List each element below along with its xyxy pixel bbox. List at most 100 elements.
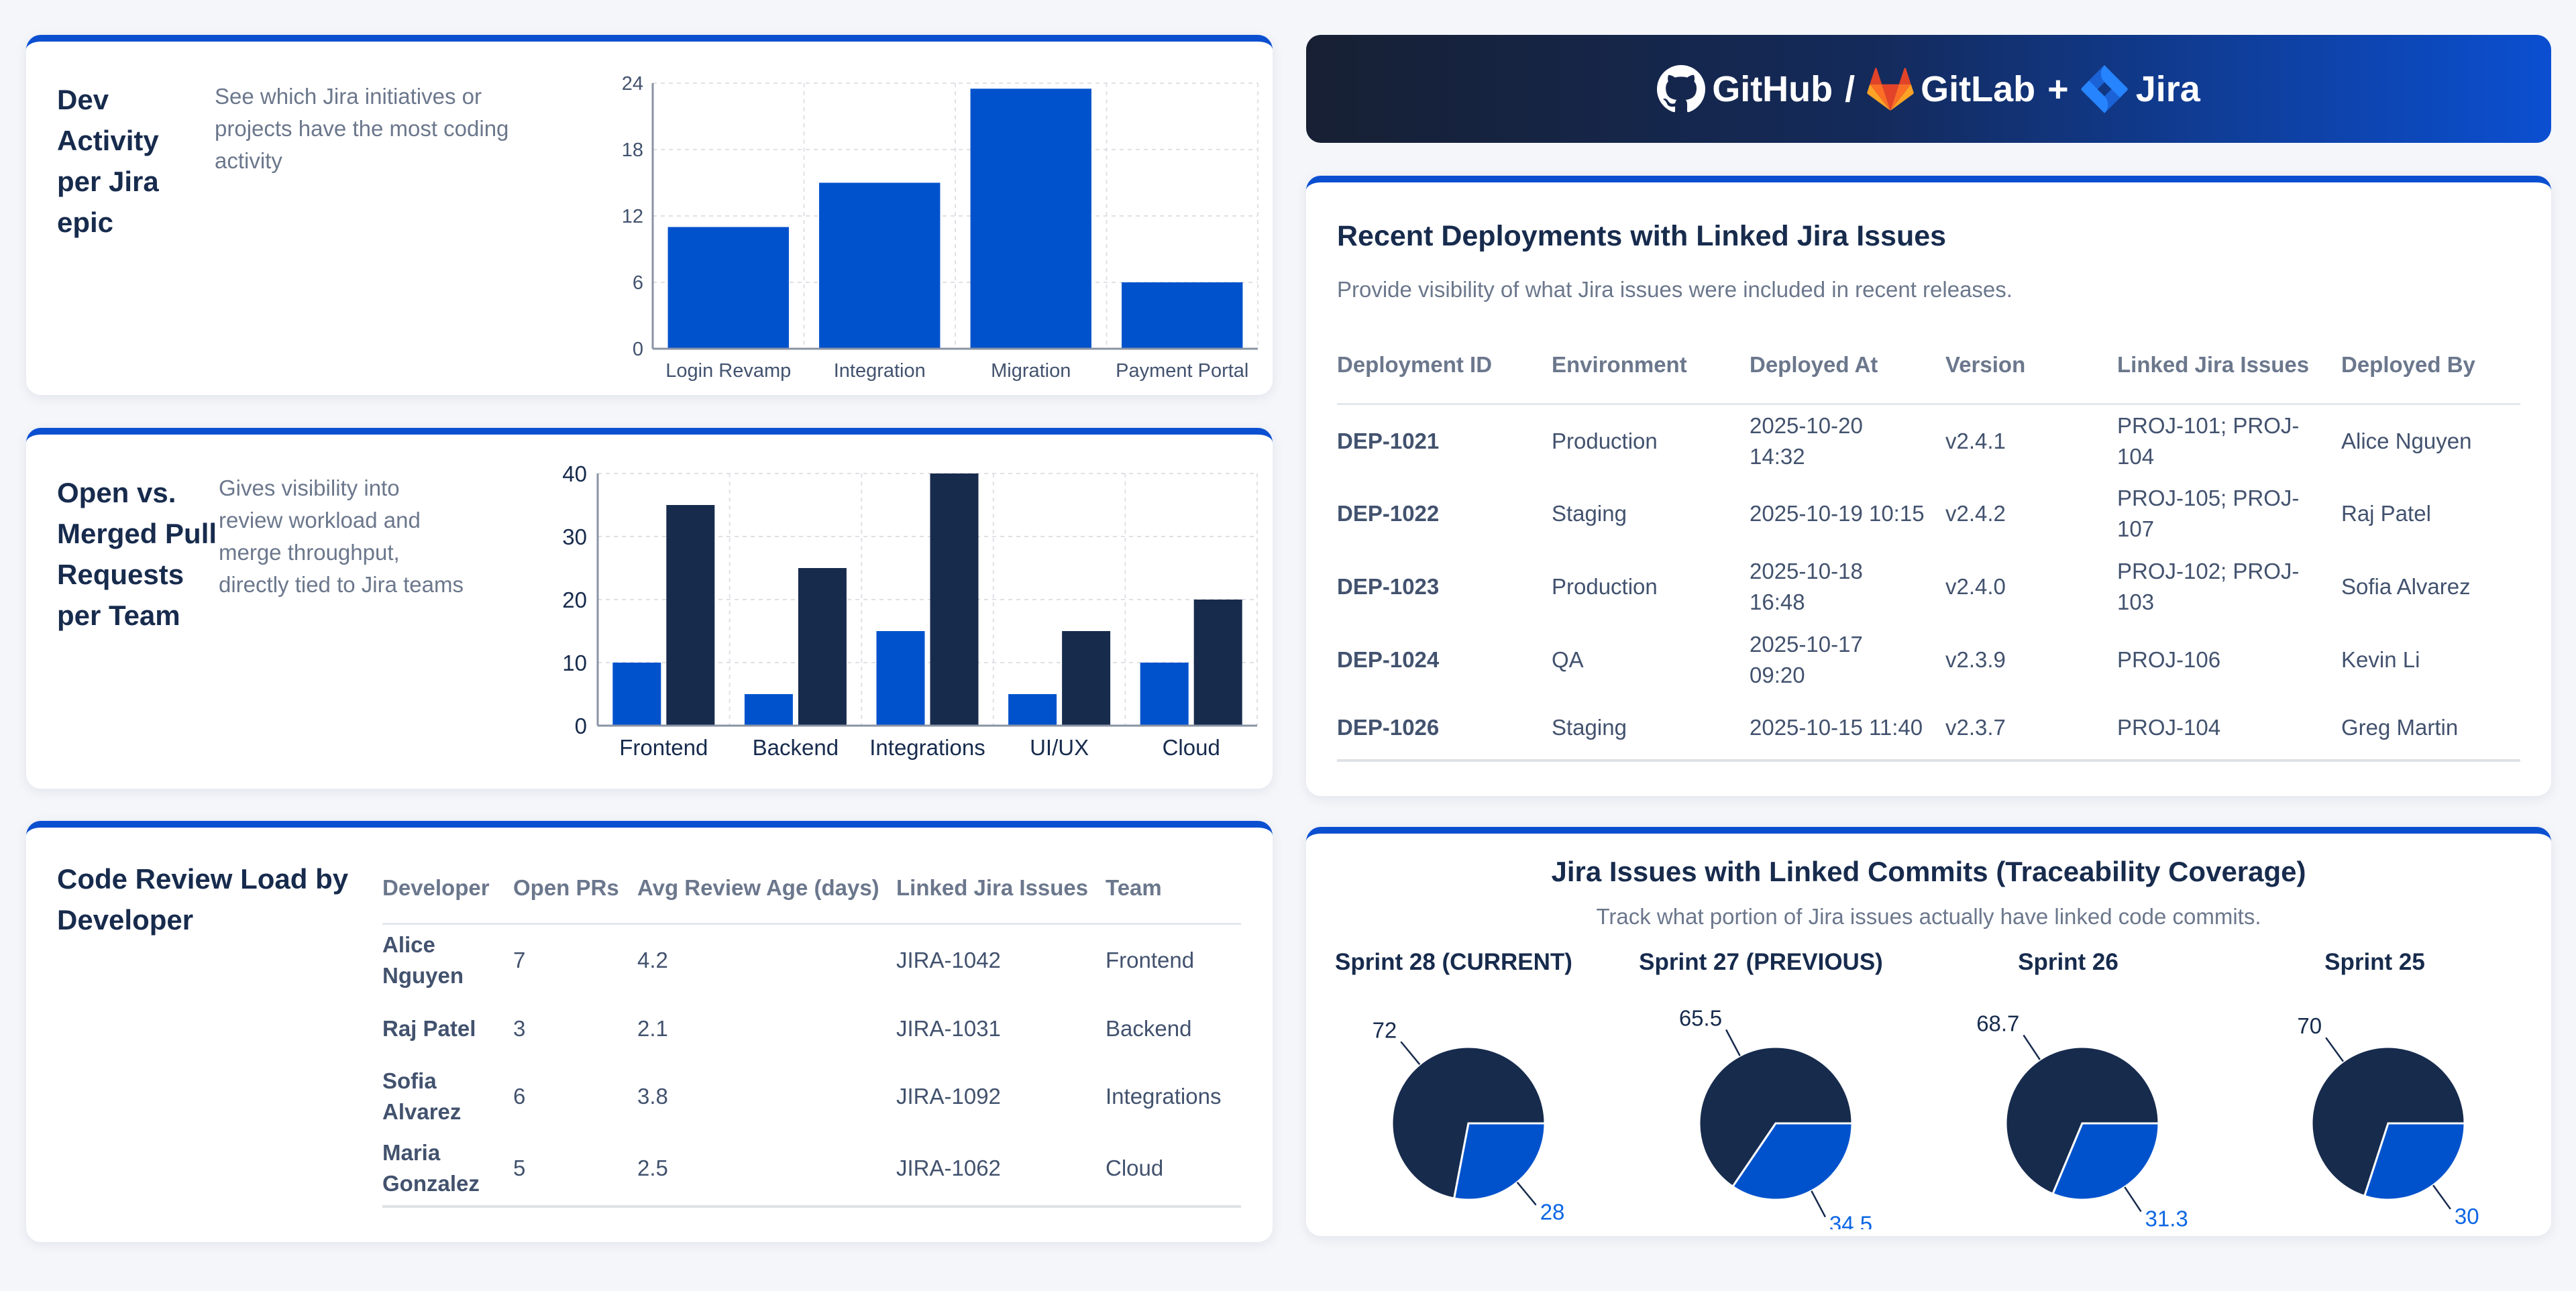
x-tick-label: Cloud [1163, 735, 1220, 760]
linked-jira-link[interactable]: PROJ-105; PROJ-107 [2117, 486, 2300, 541]
deployed-at: 2025-10-17 09:20 [1750, 632, 1863, 687]
pie-value-label: 34.5 [1829, 1212, 1872, 1229]
deployments-title: Recent Deployments with Linked Jira Issu… [1337, 220, 1947, 252]
deployed-at: 2025-10-19 10:15 [1750, 501, 1925, 526]
pie-title: Sprint 28 (CURRENT) [1335, 949, 1572, 975]
jira-issue-link[interactable]: JIRA-1062 [896, 1131, 1106, 1208]
col-linked-issues: Linked Jira Issues [896, 853, 1106, 925]
table-row: DEP-1026 Staging 2025-10-15 11:40 v2.3.7… [1337, 696, 2520, 762]
banner-plus: + [2047, 68, 2069, 109]
pie-value-label: 65.5 [1679, 1005, 1722, 1030]
avg-age: 2.1 [637, 1016, 668, 1041]
pie-value-label: 70 [2297, 1013, 2322, 1038]
pie-slice [2310, 1046, 2466, 1198]
avg-age: 2.5 [637, 1131, 896, 1208]
pie-title: Sprint 26 [2018, 949, 2118, 975]
deployed-by: Sofia Alvarez [2341, 574, 2471, 599]
x-tick-label: Payment Portal [1116, 360, 1248, 381]
linked-jira-link[interactable]: PROJ-102; PROJ-103 [2117, 559, 2300, 614]
col-deployed-by: Deployed By [2341, 327, 2520, 405]
code-review-table: Developer Open PRs Avg Review Age (days)… [382, 853, 1241, 1208]
pie-slice [1452, 1122, 1546, 1201]
deployment-id-link[interactable]: DEP-1026 [1337, 696, 1552, 762]
linked-jira-link[interactable]: PROJ-104 [2117, 696, 2341, 762]
banner-separator: / [1845, 68, 1856, 109]
x-tick-label: Migration [991, 360, 1071, 381]
jira-issue-link[interactable]: JIRA-1031 [896, 1016, 1001, 1041]
jira-issue-link[interactable]: JIRA-1092 [896, 1084, 1001, 1109]
bar [970, 89, 1091, 349]
x-tick-label: Backend [753, 735, 839, 760]
open-prs: 7 [513, 947, 526, 972]
integration-banner: GitHub / GitLab + Jira [1306, 35, 2551, 143]
deployments-description: Provide visibility of what Jira issues w… [1337, 277, 2012, 302]
dev-activity-chart: 0 6 12 18 24 Login Revamp Integration Migration… [622, 73, 1258, 381]
dev-activity-card: Dev Activity per Jira epic See which Jir… [26, 35, 1273, 395]
bar [1008, 694, 1057, 726]
linked-jira-link[interactable]: PROJ-101; PROJ-104 [2117, 412, 2300, 469]
deployed-by: Greg Martin [2341, 696, 2520, 762]
bar [1062, 631, 1111, 726]
table-row: DEP-1022 Staging 2025-10-19 10:15 v2.4.2… [1337, 478, 2520, 550]
open-prs: 5 [513, 1131, 637, 1208]
table-row: Alice Nguyen 7 4.2 JIRA-1042 Frontend [382, 923, 1241, 996]
deployed-at: 2025-10-20 14:32 [1750, 412, 1863, 469]
environment: Staging [1552, 501, 1627, 526]
code-review-title: Code Review Load by Developer [57, 863, 349, 936]
pie-value-label: 68.7 [1976, 1011, 2019, 1035]
version: v2.4.0 [1945, 574, 2006, 599]
team: Backend [1106, 1016, 1192, 1041]
environment: Staging [1552, 696, 1750, 762]
y-tick-label: 10 [562, 651, 587, 675]
col-linked-jira: Linked Jira Issues [2117, 327, 2341, 405]
bar [1193, 600, 1242, 726]
col-open-prs: Open PRs [513, 853, 637, 925]
developer-name: Raj Patel [382, 1016, 476, 1041]
col-deployed-at: Deployed At [1750, 327, 1945, 405]
environment: QA [1552, 647, 1584, 672]
y-tick-label: 18 [622, 139, 643, 161]
bar [1122, 282, 1243, 349]
version: v2.4.1 [1945, 428, 2006, 453]
pie-slice [2004, 1046, 2160, 1196]
deployment-id-link[interactable]: DEP-1022 [1337, 501, 1440, 526]
table-row: Maria Gonzalez 5 2.5 JIRA-1062 Cloud [382, 1131, 1241, 1208]
deployed-at: 2025-10-15 11:40 [1750, 696, 1945, 762]
bar [876, 631, 925, 726]
deployment-id-link[interactable]: DEP-1024 [1337, 647, 1440, 672]
pie-slice [1698, 1046, 1854, 1188]
avg-age: 3.8 [637, 1084, 668, 1109]
dev-activity-title: Dev Activity per Jira epic [57, 84, 159, 238]
gitlab-icon [1867, 67, 1914, 111]
pie-value-label: 30 [2455, 1204, 2479, 1229]
version: v2.3.9 [1945, 647, 2006, 672]
open-prs: 6 [513, 1084, 526, 1109]
y-tick-label: 30 [562, 524, 587, 549]
y-tick-label: 40 [562, 461, 587, 486]
col-environment: Environment [1552, 327, 1750, 405]
team: Cloud [1106, 1131, 1241, 1208]
bar [667, 227, 789, 349]
traceability-title: Jira Issues with Linked Commits (Traceab… [1551, 856, 2306, 887]
col-deployment-id: Deployment ID [1337, 327, 1552, 405]
x-tick-label: Integrations [869, 735, 985, 760]
developer-name: Maria Gonzalez [382, 1131, 513, 1208]
bar [819, 182, 941, 349]
linked-jira-link[interactable]: PROJ-106 [2117, 647, 2221, 672]
pie-title: Sprint 25 [2324, 949, 2425, 975]
x-tick-label: Frontend [619, 735, 708, 760]
deployment-id-link[interactable]: DEP-1023 [1337, 574, 1440, 599]
deployed-by: Kevin Li [2341, 647, 2420, 672]
pie-title: Sprint 27 (PREVIOUS) [1639, 949, 1883, 975]
pie-leader-line [1400, 1041, 1421, 1065]
col-developer: Developer [382, 853, 513, 925]
jira-issue-link[interactable]: JIRA-1042 [896, 947, 1001, 972]
y-tick-label: 20 [562, 587, 587, 612]
github-label: GitHub [1712, 68, 1833, 109]
y-tick-label: 24 [622, 73, 643, 95]
table-row: DEP-1024 QA 2025-10-17 09:20 v2.3.9 PROJ… [1337, 624, 2520, 696]
pie-value-label: 72 [1373, 1017, 1397, 1042]
deployments-card: Recent Deployments with Linked Jira Issu… [1306, 176, 2551, 796]
deployment-id-link[interactable]: DEP-1021 [1337, 428, 1440, 453]
pie-value-label: 28 [1540, 1200, 1565, 1225]
